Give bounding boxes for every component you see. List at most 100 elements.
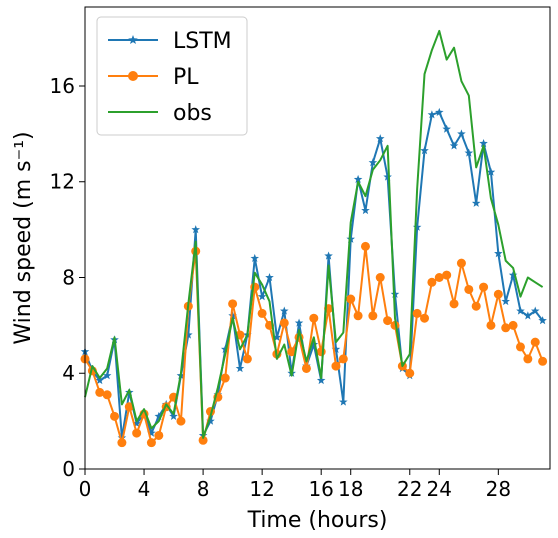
data-point-lstm (235, 363, 245, 373)
data-point-lstm (375, 134, 385, 143)
data-point-pl (301, 363, 311, 373)
data-point-pl (331, 361, 341, 371)
data-point-pl (456, 258, 466, 268)
data-point-pl (375, 272, 385, 282)
x-tick-label: 18 (338, 477, 363, 501)
data-point-lstm (471, 198, 481, 207)
data-point-lstm (479, 138, 488, 148)
data-point-lstm (501, 296, 510, 306)
data-point-pl (220, 373, 230, 383)
data-point-lstm (346, 234, 355, 243)
data-point-pl (316, 347, 326, 357)
data-point-lstm (390, 289, 400, 298)
series-line-obs (84, 29, 544, 439)
data-point-lstm (435, 107, 444, 116)
data-point-pl (110, 411, 120, 421)
data-point-lstm (250, 253, 260, 262)
data-point-pl (449, 299, 459, 309)
legend-marker-pl (128, 71, 138, 81)
x-tick-label: 0 (79, 477, 92, 501)
x-tick-label: 24 (427, 477, 452, 501)
data-point-pl (501, 323, 511, 333)
data-point-pl (383, 316, 393, 326)
data-point-lstm (449, 141, 459, 150)
data-point-lstm (228, 311, 237, 320)
legend-label-obs: obs (173, 101, 212, 126)
data-point-lstm (169, 411, 178, 420)
legend-label-lstm: LSTM (173, 29, 232, 54)
legend-box (96, 16, 248, 136)
data-point-pl (176, 416, 186, 426)
data-point-pl (102, 390, 112, 400)
data-point-pl (154, 430, 164, 440)
data-point-pl (538, 356, 548, 366)
data-point-pl (338, 354, 348, 364)
legend: LSTM PL obs (96, 16, 248, 136)
data-point-lstm (368, 158, 378, 167)
data-point-lstm (206, 416, 215, 425)
data-point-pl (346, 294, 356, 304)
series-line-lstm (84, 111, 544, 439)
data-point-lstm (117, 433, 127, 442)
data-point-lstm (102, 371, 112, 380)
data-point-lstm (294, 318, 304, 327)
data-point-lstm (272, 332, 282, 341)
series-obs (84, 29, 544, 439)
data-point-pl (523, 354, 533, 364)
y-tick-label: 4 (62, 361, 75, 385)
x-tick-label: 16 (308, 477, 333, 501)
data-point-pl (198, 435, 208, 445)
data-point-pl (353, 311, 363, 321)
data-point-pl (279, 318, 289, 328)
y-tick-label: 16 (50, 74, 75, 98)
data-point-lstm (361, 205, 370, 215)
x-tick-label: 28 (486, 477, 511, 501)
data-point-lstm (494, 249, 503, 258)
data-point-pl (117, 438, 127, 448)
data-point-pl (132, 428, 142, 438)
data-point-pl (287, 347, 297, 357)
plot-frame (84, 6, 551, 470)
data-point-lstm (265, 273, 274, 282)
data-point-lstm (530, 306, 540, 315)
data-point-lstm (464, 148, 474, 157)
series-layer (80, 29, 548, 448)
data-point-lstm (427, 110, 437, 119)
data-point-pl (228, 299, 238, 309)
data-point-pl (471, 301, 481, 311)
data-point-lstm (420, 146, 429, 155)
data-point-lstm (324, 251, 333, 260)
data-point-pl (124, 402, 134, 412)
data-point-lstm (220, 344, 230, 353)
data-point-pl (250, 282, 260, 292)
data-point-pl (434, 272, 444, 282)
x-tick-label: 22 (397, 477, 422, 501)
data-point-pl (405, 368, 415, 378)
data-point-lstm (353, 174, 363, 183)
data-point-lstm (383, 172, 392, 181)
data-point-pl (95, 387, 105, 397)
x-tick-label: 8 (197, 477, 210, 501)
data-point-pl (420, 313, 430, 323)
data-point-lstm (412, 222, 422, 231)
y-tick-label: 0 (62, 457, 75, 481)
data-point-lstm (508, 270, 518, 279)
legend-marker-lstm (128, 35, 138, 45)
data-point-pl (493, 289, 503, 299)
data-point-lstm (95, 375, 105, 385)
x-tick-label: 12 (249, 477, 274, 501)
data-point-lstm (486, 167, 496, 176)
data-point-lstm (147, 428, 156, 437)
data-point-pl (464, 284, 474, 294)
data-point-pl (479, 282, 489, 292)
data-point-pl (360, 241, 370, 251)
data-point-pl (242, 354, 252, 364)
data-point-pl (412, 308, 422, 318)
x-axis-label: Time (hours) (247, 508, 388, 533)
data-point-lstm (184, 330, 193, 339)
data-point-lstm (257, 292, 267, 301)
data-point-lstm (516, 306, 525, 315)
y-tick-label: 8 (62, 265, 75, 289)
